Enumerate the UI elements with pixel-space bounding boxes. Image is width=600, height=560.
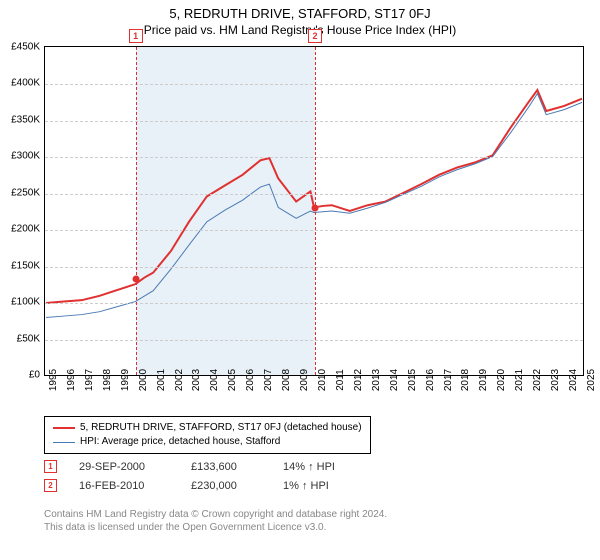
x-axis-label: 1998 [102,369,113,391]
x-axis-label: 2020 [496,369,507,391]
y-axis-label: £200K [4,224,40,235]
event-date: 16-FEB-2010 [79,480,169,492]
event-marker-icon: 2 [44,479,57,492]
attribution-line: Contains HM Land Registry data © Crown c… [44,508,387,521]
y-axis-label: £350K [4,114,40,125]
x-axis-label: 2025 [586,369,597,391]
legend-label: HPI: Average price, detached house, Staf… [80,435,280,449]
legend-swatch [53,442,75,443]
x-axis-label: 2006 [245,369,256,391]
x-axis-label: 2017 [443,369,454,391]
legend-label: 5, REDRUTH DRIVE, STAFFORD, ST17 0FJ (de… [80,421,362,435]
attribution: Contains HM Land Registry data © Crown c… [44,508,387,534]
event-marker-icon: 1 [44,460,57,473]
event-price: £230,000 [191,480,261,492]
x-axis-label: 2007 [263,369,274,391]
y-axis-label: £400K [4,78,40,89]
x-axis-label: 2019 [478,369,489,391]
y-axis-label: £0 [4,370,40,381]
x-axis-label: 2011 [335,369,346,391]
x-axis-label: 2008 [281,369,292,391]
events-table: 1 29-SEP-2000 £133,600 14% ↑ HPI 2 16-FE… [44,460,373,498]
x-axis-label: 2015 [407,369,418,391]
x-axis-label: 2014 [389,369,400,391]
legend-item: HPI: Average price, detached house, Staf… [53,435,362,449]
event-price: £133,600 [191,461,261,473]
x-axis-label: 1997 [84,369,95,391]
chart-title: 5, REDRUTH DRIVE, STAFFORD, ST17 0FJ [0,0,600,21]
x-axis-label: 2016 [425,369,436,391]
y-axis-label: £450K [4,42,40,53]
legend-swatch [53,427,75,429]
y-axis-label: £250K [4,187,40,198]
event-marker-icon: 1 [129,29,143,43]
x-axis-label: 1996 [66,369,77,391]
event-date: 29-SEP-2000 [79,461,169,473]
x-axis-label: 2001 [156,369,167,391]
chart-subtitle: Price paid vs. HM Land Registry's House … [0,21,600,37]
x-axis-label: 1995 [48,369,59,391]
chart-plot-area: 12 [44,46,584,376]
chart-container: 5, REDRUTH DRIVE, STAFFORD, ST17 0FJ Pri… [0,0,600,560]
event-hpi: 14% ↑ HPI [283,461,373,473]
x-axis-label: 1999 [120,369,131,391]
event-point [132,275,139,282]
x-axis-label: 2002 [174,369,185,391]
x-axis-label: 2023 [550,369,561,391]
x-axis-label: 2000 [138,369,149,391]
y-axis-label: £300K [4,151,40,162]
legend-item: 5, REDRUTH DRIVE, STAFFORD, ST17 0FJ (de… [53,421,362,435]
x-axis-label: 2009 [299,369,310,391]
event-row: 2 16-FEB-2010 £230,000 1% ↑ HPI [44,479,373,492]
x-axis-label: 2021 [514,369,525,391]
y-axis-label: £150K [4,260,40,271]
x-axis-label: 2024 [568,369,579,391]
x-axis-label: 2004 [209,369,220,391]
x-axis-label: 2018 [460,369,471,391]
legend: 5, REDRUTH DRIVE, STAFFORD, ST17 0FJ (de… [44,416,371,454]
attribution-line: This data is licensed under the Open Gov… [44,521,387,534]
x-axis-label: 2013 [371,369,382,391]
y-axis-label: £50K [4,333,40,344]
event-hpi: 1% ↑ HPI [283,480,373,492]
x-axis-label: 2010 [317,369,328,391]
x-axis-label: 2003 [191,369,202,391]
event-marker-icon: 2 [308,29,322,43]
event-point [312,205,319,212]
y-axis-label: £100K [4,297,40,308]
event-row: 1 29-SEP-2000 £133,600 14% ↑ HPI [44,460,373,473]
x-axis-label: 2022 [532,369,543,391]
x-axis-label: 2005 [227,369,238,391]
x-axis-label: 2012 [353,369,364,391]
